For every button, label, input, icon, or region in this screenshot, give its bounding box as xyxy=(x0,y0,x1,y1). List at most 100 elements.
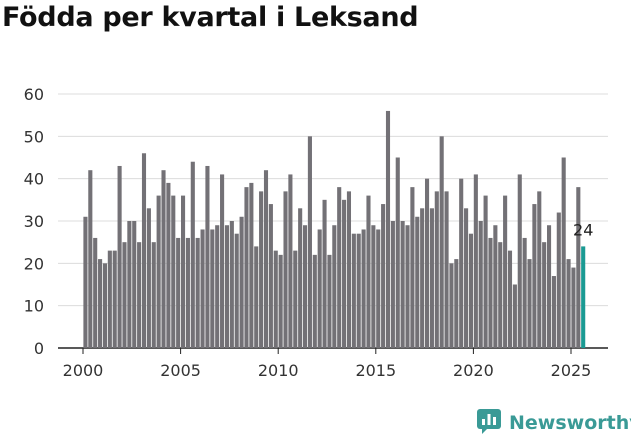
bar xyxy=(527,259,532,348)
bar xyxy=(239,216,244,348)
bar xyxy=(473,174,478,348)
bar xyxy=(351,233,356,348)
bar xyxy=(210,229,215,348)
bar xyxy=(493,225,498,348)
bar xyxy=(517,174,522,348)
bar xyxy=(200,229,205,348)
bar xyxy=(581,246,586,348)
bar xyxy=(263,170,269,348)
bar xyxy=(488,237,493,348)
bar xyxy=(102,263,108,348)
x-tick-label: 2005 xyxy=(160,361,201,380)
bar xyxy=(190,161,195,348)
bar xyxy=(454,259,459,348)
bar xyxy=(249,182,254,348)
bar xyxy=(571,267,576,348)
bar xyxy=(342,199,347,348)
bar xyxy=(151,242,156,348)
bar xyxy=(498,242,503,348)
bar xyxy=(122,242,127,348)
bar xyxy=(576,187,581,348)
bar xyxy=(132,221,137,348)
bar xyxy=(259,191,264,348)
bar xyxy=(561,157,566,348)
y-tick-label: 20 xyxy=(24,254,44,273)
x-tick-label: 2000 xyxy=(63,361,104,380)
bar xyxy=(356,233,361,348)
bar xyxy=(254,246,259,348)
bar xyxy=(317,229,322,348)
bar xyxy=(93,237,98,348)
bar xyxy=(332,225,337,348)
bar xyxy=(381,204,386,348)
bar xyxy=(346,191,352,348)
bar xyxy=(400,221,405,348)
bar xyxy=(195,237,200,348)
bar xyxy=(415,216,420,348)
bar xyxy=(156,195,161,348)
y-tick-label: 0 xyxy=(34,339,44,358)
bar xyxy=(556,212,561,348)
bar xyxy=(185,237,190,348)
bar xyxy=(322,199,327,348)
bar xyxy=(429,208,434,348)
bar xyxy=(361,229,366,348)
bar xyxy=(298,208,303,348)
bar xyxy=(395,157,400,348)
bar xyxy=(98,259,103,348)
bar xyxy=(180,195,186,348)
bar xyxy=(312,254,317,348)
bar xyxy=(444,191,449,348)
bar xyxy=(220,174,225,348)
bar xyxy=(117,165,122,348)
bar xyxy=(307,136,312,348)
y-tick-label: 50 xyxy=(24,127,44,146)
x-tick-label: 2025 xyxy=(551,361,592,380)
bar xyxy=(468,233,474,348)
bar xyxy=(546,225,552,348)
bar xyxy=(127,221,132,348)
bar xyxy=(507,250,513,348)
bar xyxy=(278,254,283,348)
x-tick-labels: 2000 2005 2010 2015 2020 2025 xyxy=(63,348,592,380)
bar xyxy=(390,221,395,348)
bar xyxy=(464,208,469,348)
bar xyxy=(229,221,234,348)
bar xyxy=(205,165,210,348)
bar xyxy=(512,284,517,348)
y-tick-label: 30 xyxy=(24,212,44,231)
bar xyxy=(537,191,542,348)
bar xyxy=(449,263,454,348)
bar xyxy=(146,208,151,348)
bar xyxy=(112,250,117,348)
bar xyxy=(566,259,571,348)
y-tick-label: 40 xyxy=(24,170,44,189)
bar xyxy=(439,136,444,348)
bar xyxy=(234,233,239,348)
bar xyxy=(268,204,273,348)
bar xyxy=(244,187,249,348)
bar xyxy=(376,229,381,348)
bar xyxy=(107,250,112,348)
bar xyxy=(293,250,298,348)
bar xyxy=(483,195,488,348)
newsworthy-logo-icon xyxy=(476,408,502,438)
newsworthy-brand[interactable]: Newsworthy xyxy=(476,408,631,438)
bar xyxy=(434,191,439,348)
bar xyxy=(459,178,464,348)
bar xyxy=(224,225,230,348)
bar xyxy=(273,250,278,348)
bar xyxy=(176,237,181,348)
bar xyxy=(327,254,332,348)
bar xyxy=(171,195,176,348)
bar xyxy=(503,195,508,348)
bar xyxy=(420,208,425,348)
bar xyxy=(405,225,410,348)
bar xyxy=(551,276,556,348)
bar xyxy=(288,174,293,348)
y-tick-label: 10 xyxy=(24,297,44,316)
bar xyxy=(83,216,88,348)
bar xyxy=(283,191,288,348)
x-tick-label: 2015 xyxy=(355,361,396,380)
